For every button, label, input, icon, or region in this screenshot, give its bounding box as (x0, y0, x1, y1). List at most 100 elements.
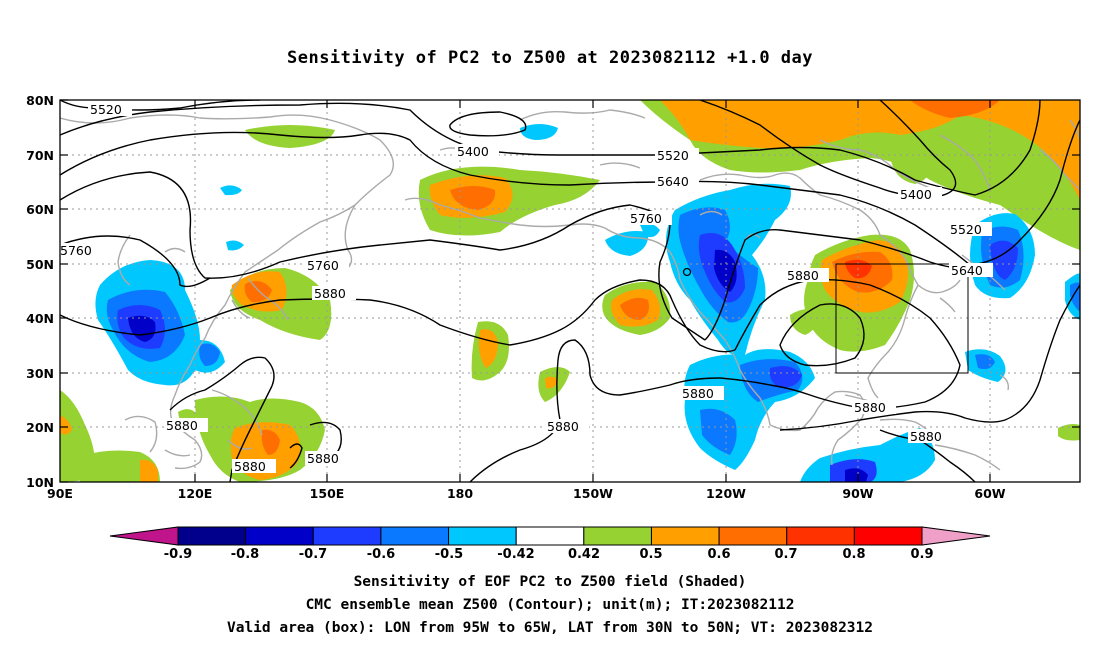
tick-marks (60, 99, 1080, 483)
colorbar-label: -0.6 (367, 547, 395, 562)
contour-label: 5760 (630, 211, 662, 226)
shade-cyan-blob-1 (520, 124, 558, 140)
colorbar-bin (312, 526, 382, 546)
contour-label: 5880 (307, 451, 339, 466)
contour-5880-south (879, 429, 976, 482)
contour-5640 (60, 119, 1080, 266)
shade-orange-blob-7 (60, 415, 72, 435)
shade-darkblue-blob-5 (845, 468, 868, 482)
lat-label: 80N (26, 93, 54, 108)
contour-label: 5880 (910, 429, 942, 444)
colorbar-label: 0.42 (568, 547, 600, 562)
shade-blue-blob-3 (199, 343, 220, 366)
contour-label: 5760 (307, 258, 339, 273)
contour-5760-a (60, 171, 706, 341)
contour-5400-low (449, 111, 527, 137)
contour-label: 5880 (682, 386, 714, 401)
lon-label: 180 (447, 486, 473, 501)
contour-label: 5640 (657, 174, 689, 189)
contour-label: 5520 (90, 102, 122, 117)
valid-area-box (835, 263, 969, 374)
longitude-labels: 90E 120E 150E 180 150W 120W 90W 60W (47, 486, 1006, 501)
contour-5760-c (704, 229, 976, 341)
lon-label: 90E (47, 486, 73, 501)
shade-darkorange-blob-5 (261, 429, 280, 455)
colorbar-bin (448, 526, 517, 546)
shade-darkblue-blob-1 (128, 315, 156, 342)
colorbar-bin (650, 526, 720, 546)
colorbar-under-triangle (109, 526, 179, 546)
latitude-labels: 80N 70N 60N 50N 40N 30N 20N 10N (26, 93, 54, 490)
lat-label: 10N (26, 475, 54, 490)
colorbar-label: 0.6 (707, 547, 730, 562)
contour-labels: 5520 5400 5520 5640 5400 5520 5760 5760 … (58, 102, 993, 474)
colorbar-bins (177, 526, 923, 546)
shade-orange-blob-4 (545, 376, 558, 389)
contour-5760-b (60, 235, 211, 288)
contour-5880-box-low (779, 303, 865, 367)
shade-green-blob-5 (890, 152, 929, 184)
shade-cyan-blob-6 (605, 231, 649, 256)
contour-label: 5880 (547, 419, 579, 434)
shade-arctic-orange (660, 100, 1080, 200)
shade-green-blob-9 (790, 309, 820, 335)
colorbar-bin (786, 526, 855, 546)
shade-darkorange-blob-1 (450, 186, 496, 210)
colorbar-label: 0.9 (910, 547, 933, 562)
lat-label: 60N (26, 202, 54, 217)
lat-label: 50N (26, 257, 54, 272)
contour-label: 5880 (787, 268, 819, 283)
colorbar-label: 0.8 (842, 547, 865, 562)
lon-label: 150E (310, 486, 345, 501)
contour-5400-polar (699, 100, 957, 198)
lon-label: 150W (573, 486, 613, 501)
colorbar-bin (515, 526, 585, 546)
colorbar-bin (718, 526, 788, 546)
contour-label: 5520 (950, 222, 982, 237)
lon-label: 120E (178, 486, 213, 501)
shade-cyan-blob-2 (220, 185, 242, 196)
colorbar-label: -0.5 (435, 547, 463, 562)
contour-5880-b (719, 278, 961, 410)
caption-line-2: CMC ensemble mean Z500 (Contour); unit(m… (305, 597, 795, 613)
colorbar-label: 0.7 (774, 547, 797, 562)
colorbar-over-triangle (921, 526, 991, 546)
colorbar-bin (583, 526, 652, 546)
contour-label: 5400 (457, 144, 489, 159)
contour-5520-north (60, 100, 1041, 196)
map-frame (59, 99, 1081, 483)
shade-darkblue-blob-3 (769, 366, 802, 388)
shade-cyan-blob-3 (226, 240, 244, 251)
contour-label: 5760 (60, 243, 92, 258)
sensitivity-shading (60, 100, 1080, 482)
observation-marker (682, 267, 692, 277)
colorbar-label: -0.8 (231, 547, 259, 562)
colorbar-label: -0.9 (164, 547, 192, 562)
colorbar-bin (177, 526, 247, 546)
shade-darkorange-blob-3 (620, 297, 649, 320)
lat-label: 30N (26, 366, 54, 381)
lat-label: 40N (26, 311, 54, 326)
colorbar: -0.9 -0.8 -0.7 -0.6 -0.5 -0.42 0.42 0.5 … (109, 526, 991, 562)
colorbar-label: -0.7 (299, 547, 327, 562)
shade-cyan-blob-7 (640, 223, 660, 238)
lat-label: 20N (26, 420, 54, 435)
shade-arctic-darkorange (910, 100, 1000, 118)
contour-label: 5880 (854, 400, 886, 415)
contour-label: 5520 (657, 148, 689, 163)
contour-5880-pac (469, 339, 721, 482)
caption-line-1: Sensitivity of EOF PC2 to Z500 field (Sh… (353, 574, 747, 590)
map-title: Sensitivity of PC2 to Z500 at 2023082112… (286, 48, 813, 68)
colorbar-labels: -0.9 -0.8 -0.7 -0.6 -0.5 -0.42 0.42 0.5 … (164, 547, 934, 562)
lon-label: 120W (706, 486, 746, 501)
colorbar-label: 0.5 (639, 547, 662, 562)
contour-label: 5880 (166, 418, 198, 433)
contour-label: 5400 (900, 187, 932, 202)
shade-green-blob-14 (1058, 424, 1080, 441)
z500-contours (60, 100, 1080, 482)
shade-green-blob-11 (79, 450, 160, 482)
contour-5880-a (60, 279, 736, 353)
shade-orange-blob-8 (140, 459, 158, 482)
shade-darkblue-blob-4 (990, 240, 1018, 280)
